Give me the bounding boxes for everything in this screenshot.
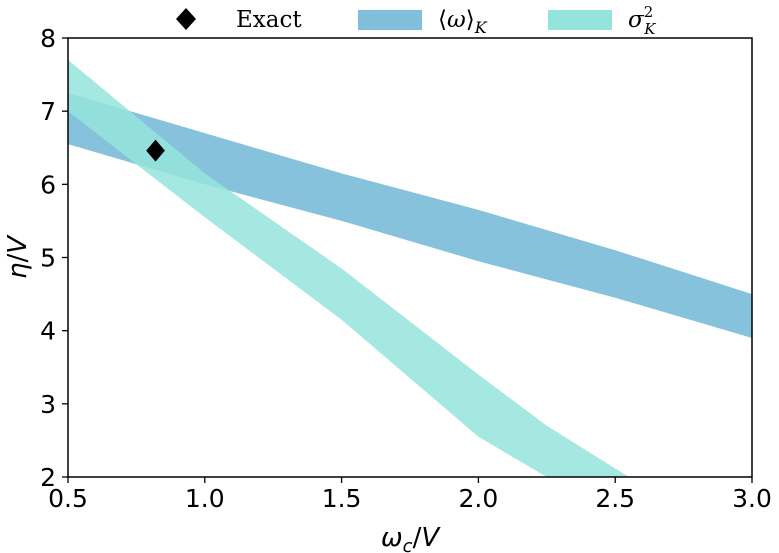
- y-tick-label: 8: [40, 24, 56, 53]
- y-tick-label: 4: [40, 317, 56, 346]
- x-tick-label: 2.0: [459, 484, 499, 513]
- x-axis-label: ωc/V: [381, 523, 441, 553]
- y-axis-ticks: 2 3 4 5 6 7 8: [40, 24, 68, 492]
- x-tick-label: 2.5: [595, 484, 635, 513]
- x-tick-label: 1.0: [185, 484, 225, 513]
- y-tick-label: 5: [40, 244, 56, 273]
- y-tick-label: 7: [40, 97, 56, 126]
- x-axis-ticks: 0.5 1.0 1.5 2.0 2.5 3.0: [48, 477, 772, 513]
- bands-layer: [68, 59, 752, 477]
- exact-marker: [146, 139, 165, 162]
- legend-sigma-swatch: [548, 10, 612, 30]
- band-series-0: [68, 92, 752, 339]
- legend: Exact ⟨ω⟩K σ2 K: [176, 3, 656, 38]
- legend-omega-label: ⟨ω⟩K: [438, 7, 488, 37]
- x-tick-label: 1.5: [322, 484, 362, 513]
- y-tick-label: 2: [40, 463, 56, 492]
- markers-layer: [146, 139, 165, 162]
- y-axis-label: η/V: [3, 234, 33, 279]
- y-tick-label: 6: [40, 170, 56, 199]
- legend-exact-marker: [176, 8, 196, 30]
- y-tick-label: 3: [40, 390, 56, 419]
- legend-omega-swatch: [358, 10, 422, 30]
- x-tick-label: 3.0: [732, 484, 772, 513]
- plot-frame: [67, 37, 753, 478]
- legend-exact-label: Exact: [236, 7, 302, 33]
- x-tick-label: 0.5: [48, 484, 88, 513]
- legend-sigma-label: σ2 K: [628, 3, 656, 38]
